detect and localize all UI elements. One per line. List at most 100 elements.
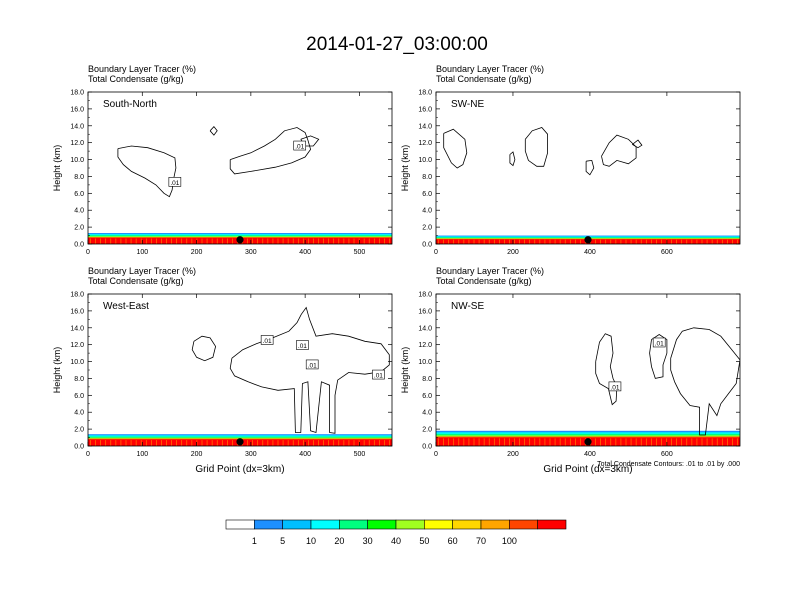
condensate-contours xyxy=(117,125,320,198)
colorbar-label: 100 xyxy=(502,536,517,546)
y-tick-label: 2.0 xyxy=(422,225,432,232)
colorbar-label: 60 xyxy=(448,536,458,546)
colorbar-label: 40 xyxy=(391,536,401,546)
panel-nw-se: Boundary Layer Tracer (%)Total Condensat… xyxy=(400,266,741,475)
contour-label-box xyxy=(293,140,307,151)
y-tick-label: 4.0 xyxy=(74,208,84,215)
y-tick-label: 10.0 xyxy=(70,359,84,366)
contour-line xyxy=(649,334,668,379)
plot-frame xyxy=(435,293,741,447)
y-tick-label: 16.0 xyxy=(70,106,84,113)
x-tick-label: 400 xyxy=(299,249,311,256)
contour-line xyxy=(670,327,740,436)
x-tick-label: 100 xyxy=(136,249,148,256)
contour-label-box xyxy=(296,340,309,350)
subtitle-line: Boundary Layer Tracer (%) xyxy=(436,266,544,276)
panels-group: Boundary Layer Tracer (%)Total Condensat… xyxy=(52,64,741,475)
panel-subtitle: Boundary Layer Tracer (%)Total Condensat… xyxy=(436,266,544,286)
x-tick-label: 100 xyxy=(136,451,148,458)
colorbar-swatch xyxy=(537,519,567,530)
panel-subtitle: Boundary Layer Tracer (%)Total Condensat… xyxy=(88,64,196,84)
y-tick-label: 2.0 xyxy=(422,427,432,434)
contour-label-box xyxy=(372,369,385,380)
colorbar: 1 5 10 20 30 40 50 60 70 100 xyxy=(225,519,567,546)
colorbar-swatch xyxy=(395,519,425,530)
x-axis: 0 100 200 300 400 500 xyxy=(86,294,365,458)
subtitle-line: Total Condensate (g/kg) xyxy=(436,276,532,286)
panel-subtitle: Boundary Layer Tracer (%)Total Condensat… xyxy=(436,64,544,84)
contour-label-box xyxy=(608,381,622,392)
y-tick-label: 12.0 xyxy=(70,342,84,349)
panel-label: South-North xyxy=(103,99,157,110)
x-tick-label: 400 xyxy=(299,451,311,458)
tracer-streaks xyxy=(90,440,390,446)
y-tick-label: 14.0 xyxy=(70,325,84,332)
y-tick-label: 6.0 xyxy=(74,191,84,198)
panel-label: NW-SE xyxy=(451,301,484,312)
contour-line xyxy=(191,335,217,362)
contour-label-text: .01 xyxy=(374,373,383,380)
y-tick-label: 10.0 xyxy=(418,359,432,366)
panel-west-east: Boundary Layer Tracer (%)Total Condensat… xyxy=(52,266,393,475)
contour-note: Total Condensate Contours: .01 to .01 by… xyxy=(597,461,740,468)
y-axis: 0.0 2.0 4.0 6.0 8.0 10.0 12.0 14.0 16.0 18.0 xyxy=(70,292,392,451)
contour-label: .01 xyxy=(296,340,309,350)
x-tick-label: 400 xyxy=(584,451,596,458)
y-tick-label: 8.0 xyxy=(422,174,432,181)
subtitle-line: Total Condensate (g/kg) xyxy=(88,276,184,286)
contour-label: .01 xyxy=(608,381,622,392)
y-tick-label: 14.0 xyxy=(70,123,84,130)
y-axis-label: Height (km) xyxy=(52,347,62,394)
y-tick-label: 14.0 xyxy=(418,325,432,332)
contour-line xyxy=(595,333,618,406)
x-tick-label: 200 xyxy=(507,249,519,256)
contour-label-text: .01 xyxy=(170,180,179,187)
x-tick-label: 200 xyxy=(191,249,203,256)
y-tick-label: 14.0 xyxy=(418,123,432,130)
panel-label: West-East xyxy=(103,301,149,312)
x-axis: 0 100 200 300 400 500 xyxy=(86,92,365,256)
contour-label: .01 xyxy=(305,359,319,369)
tracer-streaks xyxy=(90,238,390,244)
y-tick-label: 4.0 xyxy=(422,410,432,417)
y-tick-label: 6.0 xyxy=(74,393,84,400)
y-tick-label: 8.0 xyxy=(74,174,84,181)
y-tick-label: 12.0 xyxy=(418,342,432,349)
contour-label-box xyxy=(652,337,666,348)
colorbar-label: 5 xyxy=(280,536,285,546)
colorbar-label: 70 xyxy=(476,536,486,546)
colorbar-swatch xyxy=(310,519,340,530)
contour-label: .01 xyxy=(168,177,182,187)
panel-south-north: Boundary Layer Tracer (%)Total Condensat… xyxy=(52,64,393,256)
contour-label-text: .01 xyxy=(263,338,272,345)
location-marker xyxy=(236,236,244,244)
colorbar-label: 50 xyxy=(419,536,429,546)
contour-label-text: .01 xyxy=(655,340,664,347)
colorbar-label: 20 xyxy=(334,536,344,546)
colorbar-swatch xyxy=(424,519,453,530)
y-axis: 0.0 2.0 4.0 6.0 8.0 10.0 12.0 14.0 16.0 18.0 xyxy=(70,90,392,249)
colorbar-label: 1 xyxy=(252,536,257,546)
x-tick-label: 0 xyxy=(86,451,90,458)
contour-line xyxy=(229,306,390,434)
colorbar-swatch xyxy=(339,519,368,530)
panel-label: SW-NE xyxy=(451,99,484,110)
x-tick-label: 0 xyxy=(86,249,90,256)
x-axis: 0 200 400 600 xyxy=(434,294,673,458)
y-tick-label: 8.0 xyxy=(74,376,84,383)
y-tick-label: 18.0 xyxy=(70,292,84,299)
y-tick-label: 10.0 xyxy=(418,157,432,164)
x-tick-label: 0 xyxy=(434,451,438,458)
subtitle-line: Boundary Layer Tracer (%) xyxy=(88,266,196,276)
contour-line xyxy=(443,128,468,169)
x-tick-label: 500 xyxy=(354,249,366,256)
y-axis-label: Height (km) xyxy=(400,145,410,192)
condensate-contours xyxy=(191,306,390,434)
y-axis-label: Height (km) xyxy=(52,145,62,192)
colorbar-swatch xyxy=(282,519,312,530)
condensate-contours xyxy=(443,127,643,176)
contour-line xyxy=(601,134,637,167)
contour-label-text: .01 xyxy=(308,362,317,369)
y-tick-label: 8.0 xyxy=(422,376,432,383)
